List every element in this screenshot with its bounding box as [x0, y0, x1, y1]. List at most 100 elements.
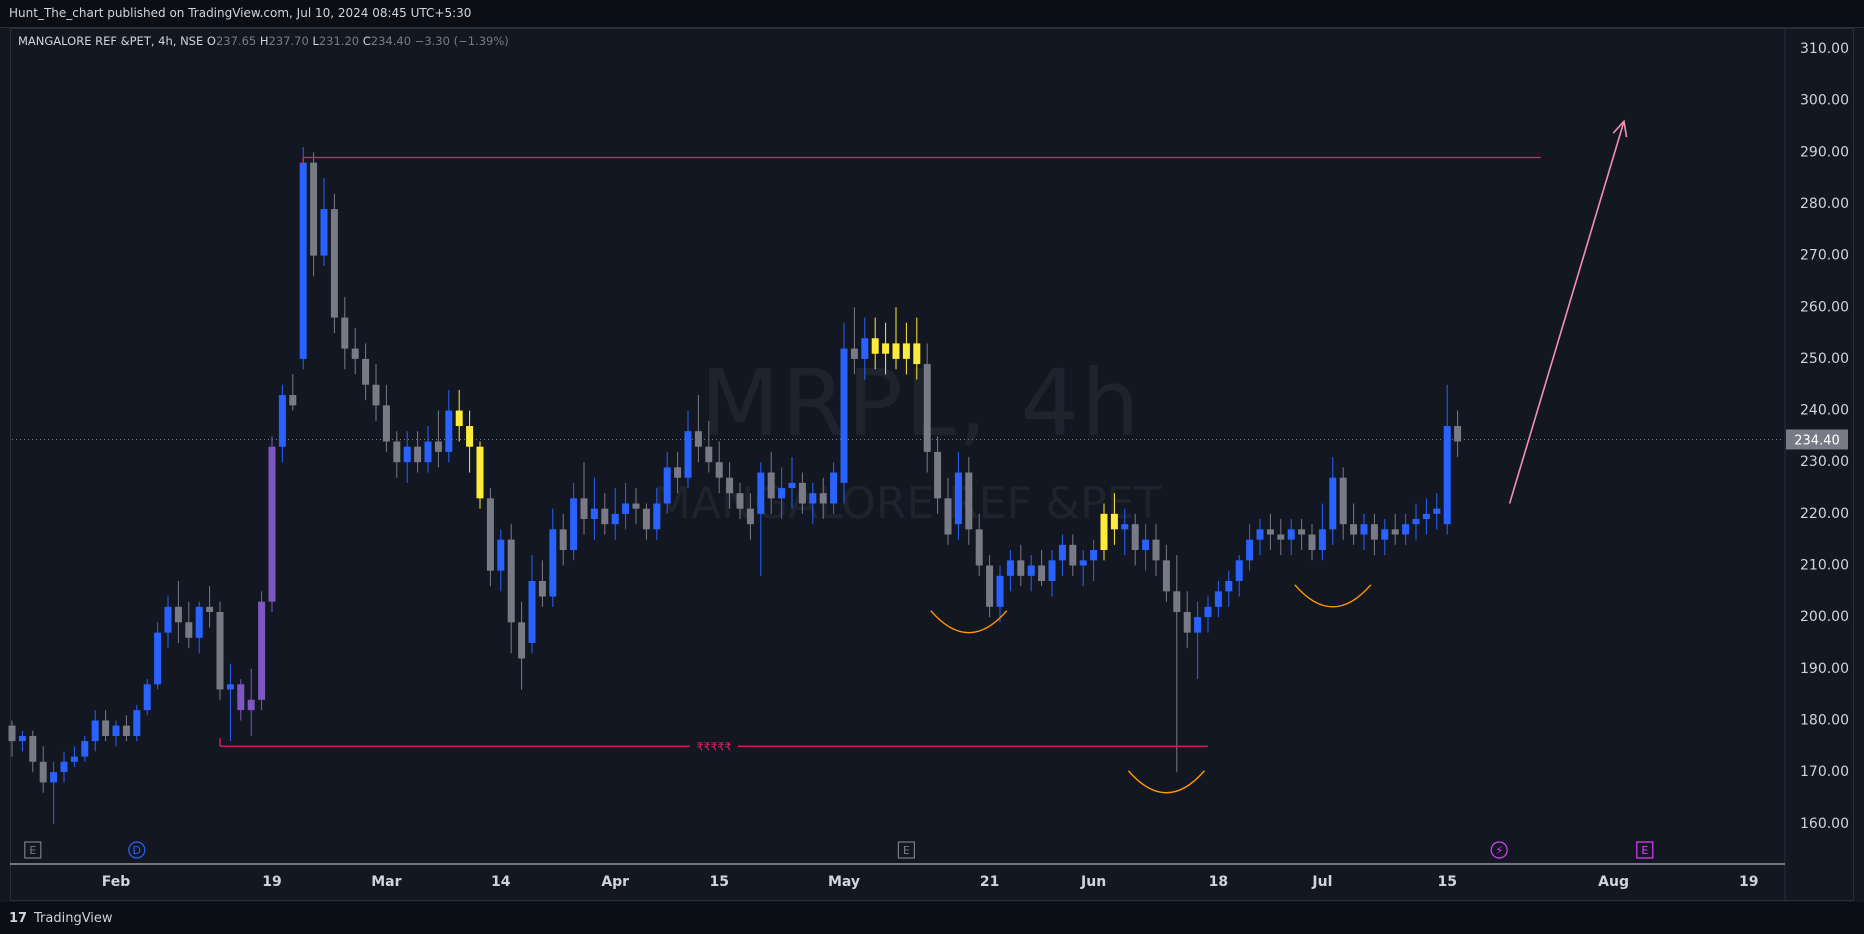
candle-body[interactable] [1433, 508, 1441, 514]
candle-body[interactable] [1370, 524, 1378, 540]
candle-body[interactable] [622, 503, 630, 514]
candle-body[interactable] [809, 493, 817, 504]
candle-body[interactable] [996, 575, 1004, 607]
candle-body[interactable] [736, 493, 744, 509]
candle-body[interactable] [902, 343, 910, 359]
candle-body[interactable] [819, 493, 827, 504]
candle-body[interactable] [1298, 529, 1306, 535]
candle-body[interactable] [746, 508, 754, 525]
candle-body[interactable] [965, 472, 973, 530]
candle-body[interactable] [351, 348, 359, 359]
candle-body[interactable] [133, 710, 141, 736]
candle-body[interactable] [466, 426, 474, 447]
candle-body[interactable] [528, 580, 536, 643]
candle-body[interactable] [174, 606, 182, 623]
earnings-marker-icon[interactable] [897, 841, 916, 859]
candle-body[interactable] [1412, 519, 1420, 525]
candle-body[interactable] [570, 498, 578, 551]
candle-body[interactable] [1162, 560, 1170, 592]
candle-body[interactable] [642, 508, 650, 530]
candle-body[interactable] [1027, 565, 1035, 576]
candle-body[interactable] [1329, 477, 1337, 530]
candle-body[interactable] [549, 529, 557, 597]
candle-body[interactable] [1038, 565, 1046, 581]
candle-body[interactable] [70, 756, 78, 762]
candle-body[interactable] [1287, 529, 1295, 540]
candle-body[interactable] [1360, 524, 1368, 535]
candle-body[interactable] [1443, 426, 1451, 525]
candle-body[interactable] [237, 684, 245, 711]
candle-body[interactable] [164, 606, 172, 633]
candle-body[interactable] [1381, 529, 1389, 540]
candle-body[interactable] [954, 472, 962, 525]
candle-body[interactable] [122, 725, 130, 736]
candle-body[interactable] [871, 338, 879, 354]
candle-body[interactable] [767, 472, 775, 499]
tradingview-logo-icon[interactable]: 17 [9, 911, 28, 926]
candle-body[interactable] [102, 720, 110, 736]
candle-body[interactable] [518, 622, 526, 659]
candle-body[interactable] [1100, 513, 1108, 551]
pattern-arc[interactable] [930, 610, 1008, 634]
candle-body[interactable] [414, 446, 422, 463]
earnings-marker-icon[interactable] [1636, 841, 1654, 859]
candle-body[interactable] [653, 503, 661, 530]
candle-body[interactable] [788, 482, 796, 489]
candle-body[interactable] [507, 539, 515, 623]
candle-body[interactable] [216, 611, 224, 690]
candle-body[interactable] [1308, 534, 1316, 551]
candle-body[interactable] [382, 405, 390, 442]
candle-body[interactable] [538, 580, 546, 597]
candle-body[interactable] [434, 441, 442, 452]
candle-body[interactable] [1017, 560, 1025, 576]
tradingview-brand[interactable]: TradingView [34, 911, 113, 926]
candle-body[interactable] [923, 364, 931, 452]
candle-body[interactable] [29, 735, 37, 762]
candle-body[interactable] [778, 488, 786, 499]
candle-body[interactable] [1225, 580, 1233, 592]
candle-body[interactable] [663, 467, 671, 504]
flash-marker-icon[interactable] [1490, 841, 1508, 859]
candle-body[interactable] [486, 498, 494, 571]
candle-body[interactable] [934, 451, 942, 499]
candle-body[interactable] [850, 348, 858, 359]
candle-body[interactable] [310, 162, 318, 256]
candle-body[interactable] [320, 209, 328, 256]
candle-body[interactable] [830, 472, 838, 504]
candle-body[interactable] [892, 343, 900, 359]
candle-body[interactable] [1204, 606, 1212, 618]
candle-body[interactable] [705, 446, 713, 463]
candle-body[interactable] [258, 601, 266, 700]
candle-body[interactable] [18, 735, 26, 742]
candle-body[interactable] [1183, 611, 1191, 633]
candle-body[interactable] [112, 725, 120, 736]
candle-body[interactable] [840, 348, 848, 483]
candle-body[interactable] [445, 410, 453, 452]
candle-body[interactable] [195, 606, 203, 638]
candle-body[interactable] [944, 498, 952, 535]
candle-body[interactable] [1266, 529, 1274, 535]
candle-body[interactable] [50, 772, 58, 783]
candle-body[interactable] [341, 317, 349, 349]
candle-body[interactable] [1079, 560, 1087, 566]
candle-body[interactable] [154, 632, 162, 685]
candle-body[interactable] [1422, 513, 1430, 520]
candle-body[interactable] [975, 529, 983, 566]
candle-body[interactable] [684, 431, 692, 478]
candle-body[interactable] [39, 761, 47, 783]
candle-body[interactable] [757, 472, 765, 514]
candle-body[interactable] [185, 622, 193, 638]
candle-body[interactable] [611, 513, 619, 525]
candle-body[interactable] [1058, 544, 1066, 561]
candle-body[interactable] [393, 441, 401, 463]
dividend-marker-icon[interactable] [128, 841, 146, 859]
candle-body[interactable] [1246, 539, 1254, 561]
candle-body[interactable] [81, 741, 89, 757]
candle-body[interactable] [1350, 524, 1358, 535]
candle-body[interactable] [1131, 524, 1139, 551]
candle-body[interactable] [299, 162, 307, 359]
candle-body[interactable] [1194, 617, 1202, 633]
candle-body[interactable] [403, 446, 411, 463]
candle-body[interactable] [1214, 591, 1222, 607]
